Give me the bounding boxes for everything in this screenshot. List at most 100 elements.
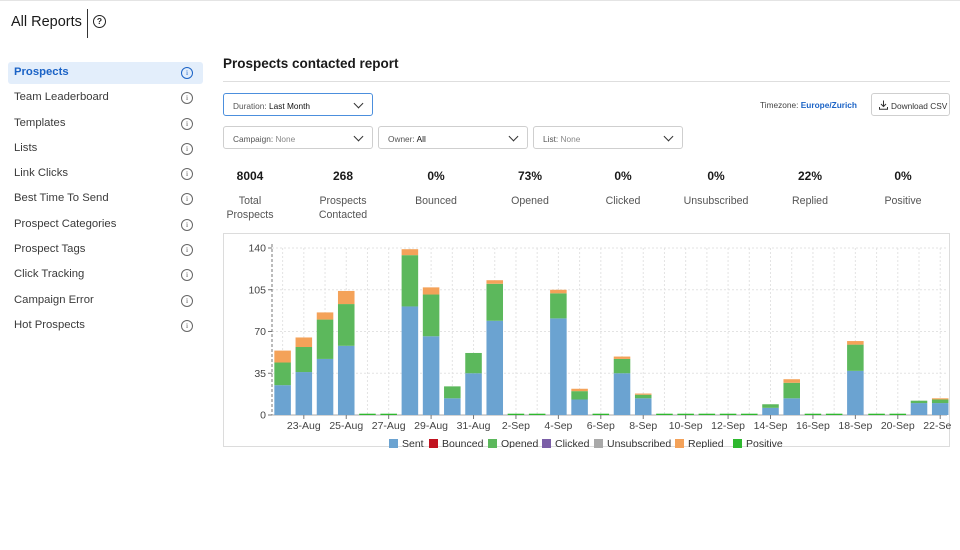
duration-value: Last Month (268, 101, 311, 111)
page-title: All Reports (11, 14, 82, 30)
sidebar-item-prospects[interactable]: Prospects i (8, 62, 203, 84)
bar-baseline (889, 413, 907, 415)
info-icon[interactable]: i (181, 92, 193, 105)
stat-value: 0% (894, 169, 912, 183)
bar-segment-sent (295, 372, 313, 415)
info-icon[interactable]: i (181, 269, 193, 282)
stat-value: 0% (614, 169, 632, 183)
bar-baseline (592, 413, 610, 415)
download-csv-button[interactable]: Download CSV (871, 93, 950, 116)
legend-label-sent: Sent (402, 438, 424, 448)
bar-segment-replied (847, 341, 864, 345)
bar-segment-opened (486, 283, 504, 321)
sidebar-item-prospect-tags[interactable]: Prospect Tags i (8, 239, 203, 261)
stat-unsubscribed: 0% Unsubscribed (676, 169, 756, 208)
bar-segment-opened (613, 358, 631, 374)
bar-segment-opened (783, 382, 800, 399)
stat-replied: 22% Replied (770, 169, 850, 208)
y-tick-label: 35 (254, 368, 266, 380)
x-tick-label: 22-Sep (923, 420, 951, 432)
bar-segment-replied (931, 398, 949, 400)
sidebar-item-link-clicks[interactable]: Link Clicks i (8, 163, 203, 185)
info-icon[interactable]: i (181, 67, 193, 79)
sidebar-item-templates[interactable]: Templates i (8, 113, 203, 135)
legend-label-unsubscribed: Unsubscribed (607, 438, 671, 448)
info-icon[interactable]: i (181, 218, 193, 231)
x-tick-label: 23-Aug (287, 420, 321, 432)
legend-label-opened: Opened (501, 438, 539, 448)
sidebar-item-hot-prospects[interactable]: Hot Prospects i (8, 315, 203, 337)
bar-segment-sent (274, 385, 291, 415)
x-tick-label: 4-Sep (544, 420, 572, 432)
legend-swatch-opened (488, 439, 497, 448)
bar-segment-sent (316, 358, 334, 415)
sidebar-item-lists[interactable]: Lists i (8, 138, 203, 160)
timezone-indicator: Timezone: Europe/Zurich (760, 100, 857, 110)
download-csv-label: Download CSV (891, 101, 948, 111)
bar-segment-sent (486, 320, 504, 415)
bar-baseline (359, 413, 376, 415)
legend-swatch-positive (733, 439, 742, 448)
x-tick-label: 8-Sep (629, 420, 657, 432)
bar-segment-replied (295, 337, 313, 348)
stat-value: 268 (332, 169, 354, 183)
info-icon[interactable]: i (181, 168, 193, 181)
owner-dropdown[interactable]: Owner: All (378, 126, 528, 149)
bar-segment-sent (550, 318, 567, 415)
x-tick-label: 31-Aug (457, 420, 491, 432)
info-icon[interactable]: i (181, 294, 193, 307)
download-icon (879, 100, 888, 110)
sidebar-item-team-leaderboard[interactable]: Team Leaderboard i (8, 87, 203, 109)
info-icon[interactable]: i (181, 193, 193, 206)
stat-label: Clicked (605, 195, 641, 207)
x-tick-label: 10-Sep (669, 420, 703, 432)
stat-value: 73% (517, 169, 543, 183)
x-tick-label: 29-Aug (414, 420, 448, 432)
report-title: Prospects contacted report (223, 56, 399, 71)
bar-segment-replied (571, 388, 588, 392)
bar-baseline (868, 413, 885, 415)
title-divider-line (223, 81, 950, 82)
bar-segment-replied (613, 356, 631, 359)
sidebar-item-prospect-categories[interactable]: Prospect Categories i (8, 214, 203, 236)
bar-baseline (741, 413, 758, 415)
legend-swatch-bounced (429, 439, 438, 448)
duration-dropdown[interactable]: Duration: Last Month (223, 93, 373, 116)
x-tick-label: 27-Aug (372, 420, 406, 432)
owner-label: Owner: (388, 134, 415, 144)
stat-prospects-contacted: 268 Prospects Contacted (303, 169, 383, 222)
sidebar-item-click-tracking[interactable]: Click Tracking i (8, 264, 203, 286)
bar-segment-opened (550, 293, 567, 319)
stat-label: Replied (792, 195, 828, 207)
bar-baseline (656, 413, 673, 415)
info-icon[interactable]: i (181, 244, 193, 257)
sidebar-item-campaign-error[interactable]: Campaign Error i (8, 290, 203, 312)
bar-baseline (825, 413, 843, 415)
stat-value: 8004 (236, 169, 264, 183)
bar-segment-sent (422, 336, 440, 415)
sidebar-item-best-time-to-send[interactable]: Best Time To Send i (8, 188, 203, 210)
bar-segment-opened (444, 386, 461, 399)
timezone-label: Timezone: (760, 100, 799, 110)
top-border (0, 0, 960, 1)
sidebar-item-label: Hot Prospects (14, 318, 85, 331)
sidebar-item-label: Click Tracking (14, 268, 85, 281)
sidebar-item-label: Best Time To Send (14, 192, 109, 205)
help-icon[interactable]: ? (93, 15, 106, 28)
timezone-value[interactable]: Europe/Zurich (800, 100, 857, 110)
legend-label-bounced: Bounced (442, 438, 484, 448)
stat-value: 0% (707, 169, 725, 183)
info-icon[interactable]: i (181, 117, 193, 130)
info-icon[interactable]: i (181, 142, 193, 155)
bar-segment-replied (783, 379, 800, 383)
chart-panel: 0 35 70 105 140 23-Aug 25-Aug 27-Aug 29-Aug 31-Au… (223, 233, 951, 448)
bar-segment-sent (847, 370, 864, 415)
campaign-dropdown[interactable]: Campaign: None (223, 126, 373, 149)
info-icon[interactable]: i (181, 319, 193, 332)
stat-opened: 73% Opened (490, 169, 570, 208)
stat-total-prospects: 8004 Total Prospects (210, 169, 290, 222)
bar-segment-sent (762, 407, 779, 415)
bar-segment-opened (571, 391, 588, 400)
stat-label: Prospects Contacted (318, 195, 368, 221)
list-dropdown[interactable]: List: None (533, 126, 683, 149)
